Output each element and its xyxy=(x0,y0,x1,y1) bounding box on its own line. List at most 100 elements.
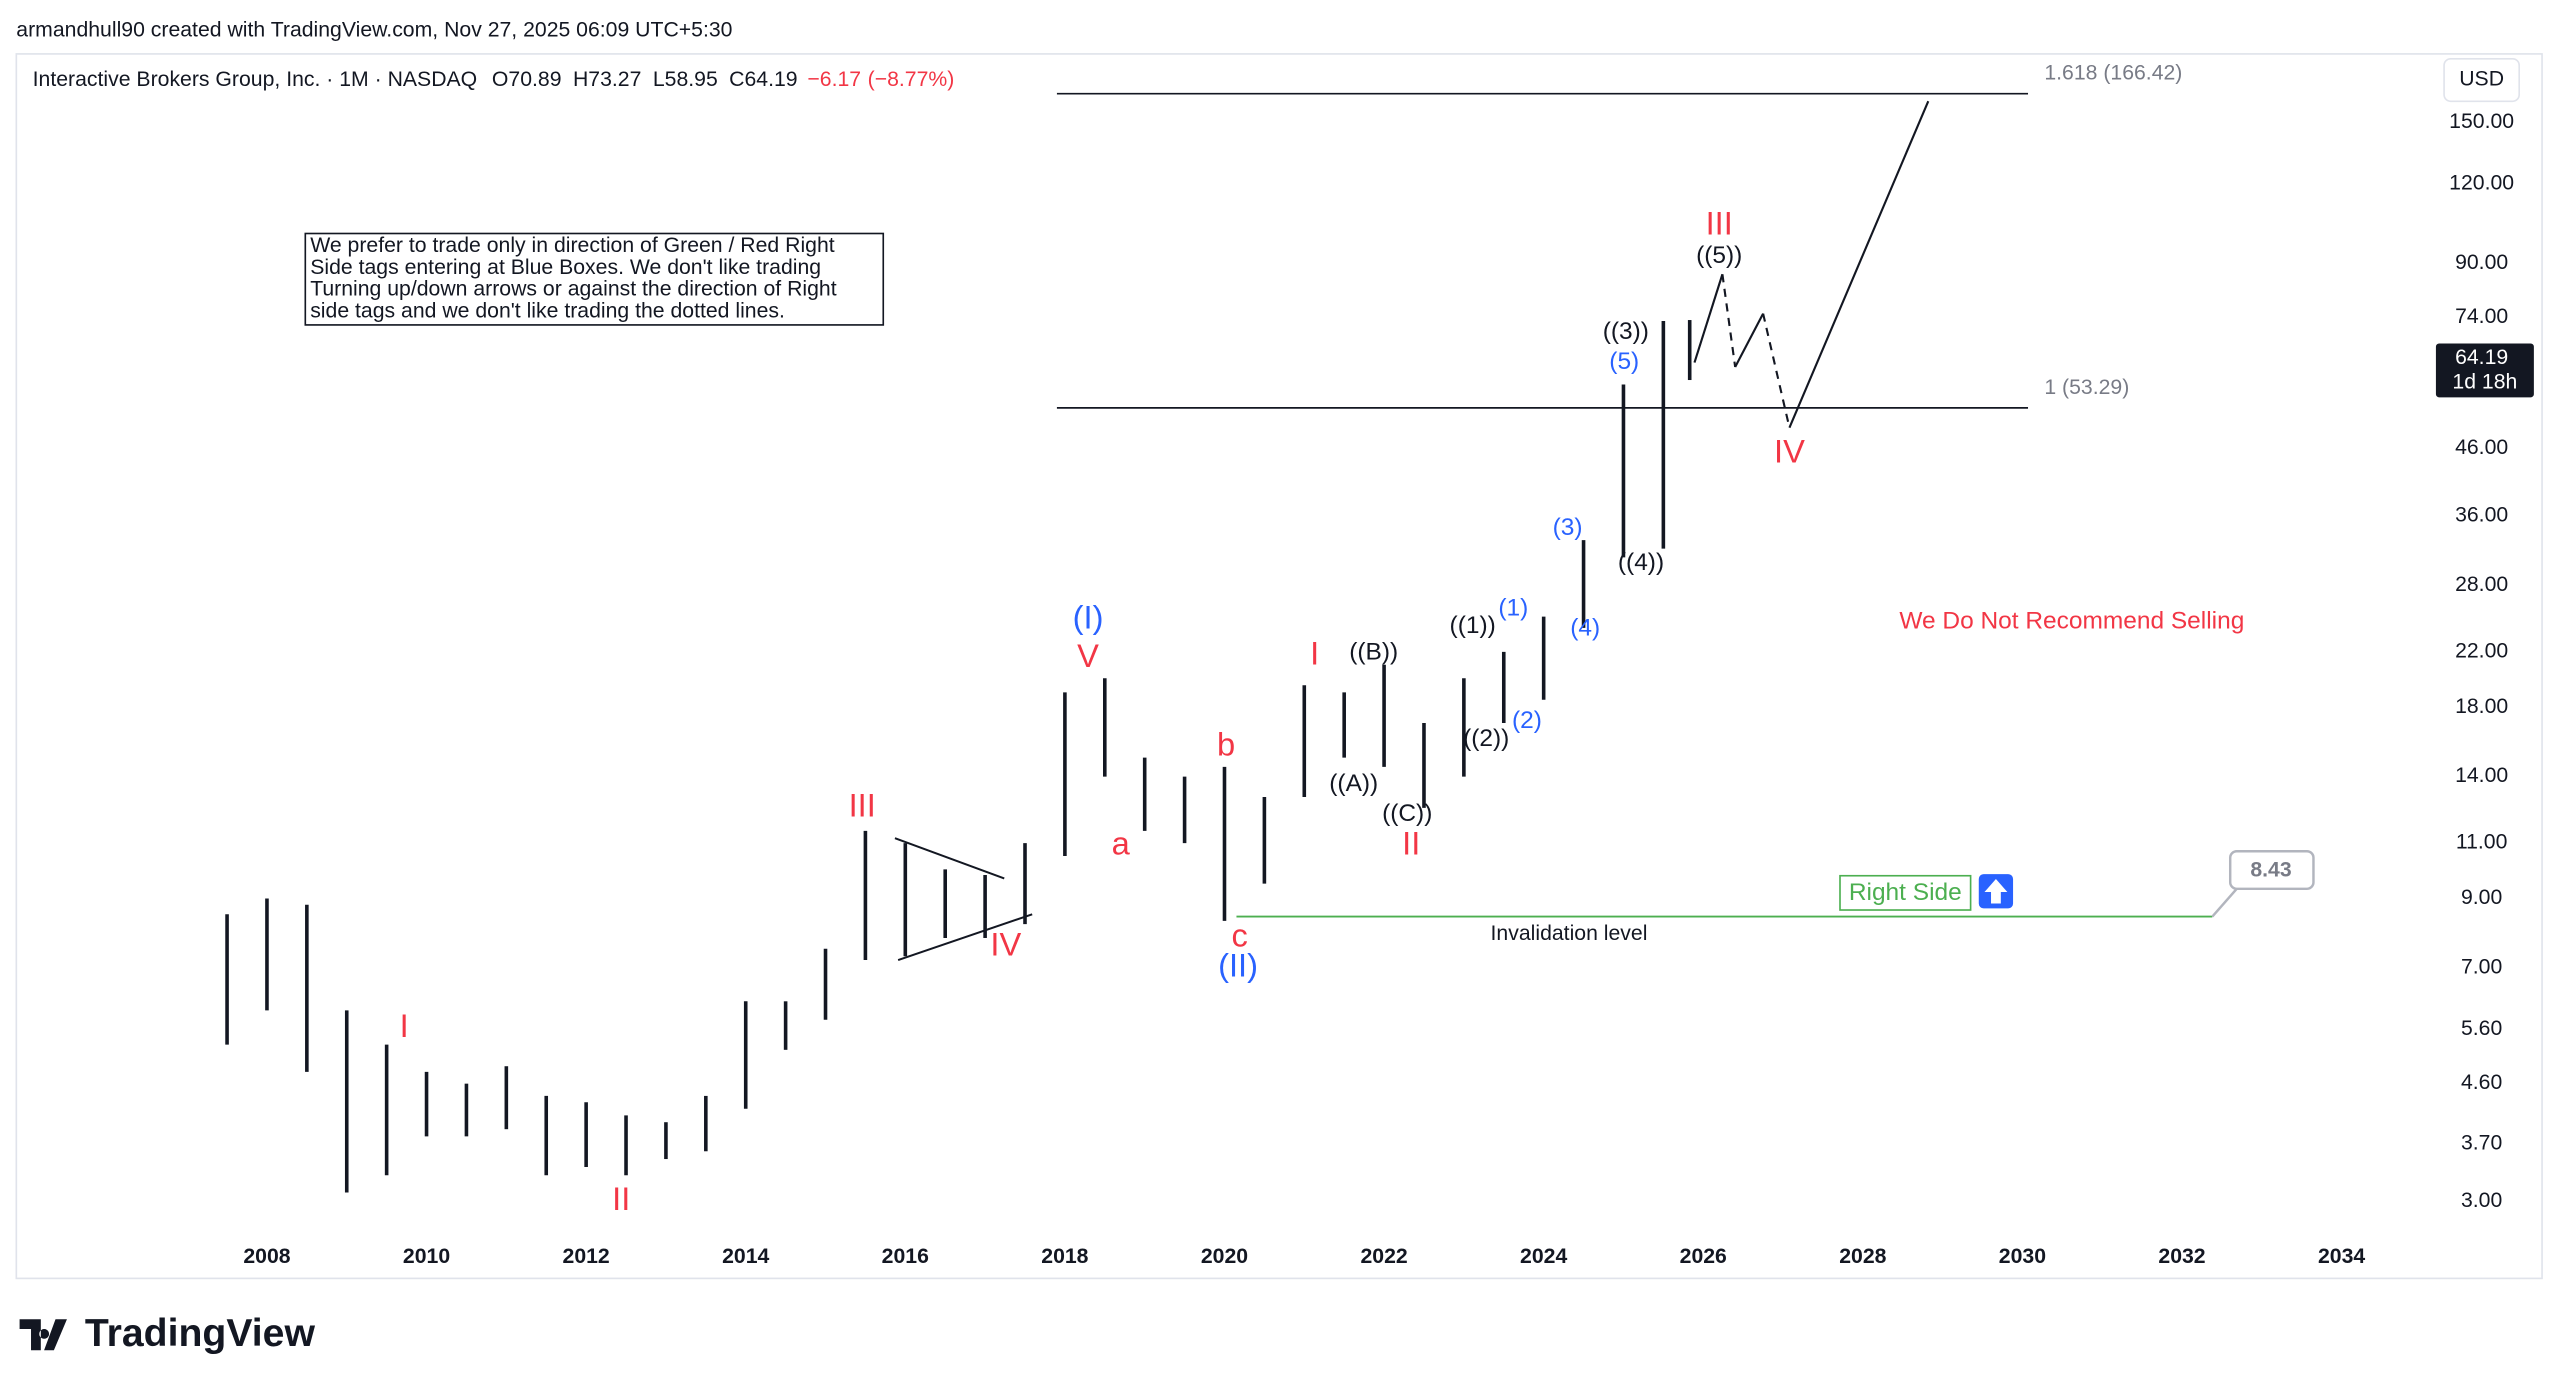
logo-mark xyxy=(19,1319,67,1351)
legend-value: 64.19 xyxy=(745,68,798,91)
wave-label: II xyxy=(1402,824,1420,861)
bubble-pointer xyxy=(2211,887,2238,918)
y-tick-label: 14.00 xyxy=(2455,764,2508,787)
y-tick-label: 11.00 xyxy=(2456,831,2508,854)
triangle-line xyxy=(894,837,1005,880)
up-arrow xyxy=(1984,878,2008,904)
legend-key: L xyxy=(653,68,665,91)
last-price: 64.19 xyxy=(2455,346,2508,369)
x-tick-label: 2028 xyxy=(1839,1245,1886,1268)
wave-label: V xyxy=(1077,637,1099,674)
x-tick-label: 2014 xyxy=(722,1245,769,1268)
logo: TradingView xyxy=(19,1312,316,1355)
y-tick-label: 3.00 xyxy=(2461,1189,2502,1212)
x-tick-label: 2032 xyxy=(2158,1245,2205,1268)
legend-key: C xyxy=(729,68,744,91)
wave-label: II xyxy=(612,1180,630,1217)
price-bubble-label: 8.43 xyxy=(2250,858,2291,881)
y-tick-label: 4.60 xyxy=(2461,1071,2502,1094)
y-tick-label: 90.00 xyxy=(2455,251,2508,274)
x-tick-label: 2008 xyxy=(243,1245,290,1268)
change: −6.17 xyxy=(807,68,861,91)
legend-key: O xyxy=(492,68,509,91)
y-tick-label: 5.60 xyxy=(2461,1017,2502,1040)
wave-label: (II) xyxy=(1218,946,1258,983)
y-tick-label: 46.00 xyxy=(2455,436,2508,459)
wave-label: ((4)) xyxy=(1618,549,1664,576)
currency: USD xyxy=(2459,68,2504,91)
wave-label: a xyxy=(1112,824,1131,861)
y-tick-label: 150.00 xyxy=(2449,110,2514,133)
legend-key: H xyxy=(573,68,588,91)
x-tick-label: 2018 xyxy=(1041,1245,1088,1268)
projection-segment xyxy=(1721,274,1737,368)
wave-label: ((A)) xyxy=(1329,770,1378,797)
wave-label: IV xyxy=(1774,433,1805,470)
x-tick-label: 2030 xyxy=(1999,1245,2046,1268)
legend-value: 73.27 xyxy=(588,68,641,91)
legend-value: 70.89 xyxy=(508,68,561,91)
triangle-line xyxy=(897,913,1033,961)
x-tick-label: 2026 xyxy=(1680,1245,1727,1268)
projection-segment xyxy=(1693,273,1724,363)
warning: We Do Not Recommend Selling xyxy=(1899,608,2244,635)
y-tick-label: 74.00 xyxy=(2455,305,2508,328)
wave-label: I xyxy=(400,1007,409,1044)
x-tick-label: 2016 xyxy=(882,1245,929,1268)
symbol-legend: Interactive Brokers Group, Inc. · 1M · N… xyxy=(33,68,955,91)
price-bubble xyxy=(2228,850,2315,891)
wave-label: (3) xyxy=(1553,514,1583,541)
wave-label: ((B)) xyxy=(1349,639,1398,666)
wave-label: (2) xyxy=(1512,707,1542,734)
note-line: We prefer to trade only in direction of … xyxy=(310,234,835,257)
wave-label: c xyxy=(1231,917,1247,954)
note-line: Turning up/down arrows or against the di… xyxy=(310,278,837,301)
y-tick-label: 3.70 xyxy=(2461,1131,2502,1154)
y-tick-label: 7.00 xyxy=(2461,955,2502,978)
change-pct: (−8.77%) xyxy=(868,68,955,91)
brand: TradingView xyxy=(85,1312,316,1355)
projection-segment xyxy=(1762,313,1791,428)
wave-label: IV xyxy=(990,926,1021,963)
wave-label: I xyxy=(1310,634,1319,671)
y-tick-label: 18.00 xyxy=(2455,695,2508,718)
note-line: side tags and we don't like trading the … xyxy=(310,299,785,322)
note-box xyxy=(304,232,885,326)
fib-label: 1 (53.29) xyxy=(2044,376,2129,399)
x-tick-label: 2022 xyxy=(1360,1245,1407,1268)
projection-segment xyxy=(1788,100,1930,429)
author-line: armandhull90 created with TradingView.co… xyxy=(16,19,732,42)
wave-label: (1) xyxy=(1498,595,1528,622)
last-price-tag xyxy=(2435,343,2534,398)
y-tick-label: 28.00 xyxy=(2455,573,2508,596)
wave-label: ((5)) xyxy=(1696,242,1742,269)
wave-label: III xyxy=(849,787,876,824)
wave-label: ((2)) xyxy=(1463,725,1509,752)
y-tick-label: 36.00 xyxy=(2455,504,2508,527)
chart-frame xyxy=(15,53,2543,1280)
countdown: 1d 18h xyxy=(2452,370,2517,393)
right-side-tag: Right Side xyxy=(1849,879,1962,906)
invalidation-label: Invalidation level xyxy=(1491,922,1648,945)
y-tick-label: 120.00 xyxy=(2449,172,2514,195)
right-side-box xyxy=(1839,874,1972,911)
wave-label: ((C)) xyxy=(1382,800,1432,827)
currency-box xyxy=(2443,57,2520,103)
x-tick-label: 2020 xyxy=(1201,1245,1248,1268)
note-line: Side tags entering at Blue Boxes. We don… xyxy=(310,256,821,279)
x-tick-label: 2024 xyxy=(1520,1245,1567,1268)
wave-label: (5) xyxy=(1609,348,1639,375)
y-tick-label: 9.00 xyxy=(2461,886,2502,909)
symbol: Interactive Brokers Group, Inc. · 1M · N… xyxy=(33,68,478,91)
wave-label: (4) xyxy=(1570,615,1600,642)
wave-label: ((1)) xyxy=(1450,612,1496,639)
wave-label: b xyxy=(1217,725,1235,762)
wave-label: ((3)) xyxy=(1603,318,1649,345)
x-tick-label: 2010 xyxy=(403,1245,450,1268)
x-tick-label: 2034 xyxy=(2318,1245,2365,1268)
projection-segment xyxy=(1734,313,1765,368)
wave-label: (I) xyxy=(1073,599,1104,636)
fib-label: 1.618 (166.42) xyxy=(2044,62,2182,85)
